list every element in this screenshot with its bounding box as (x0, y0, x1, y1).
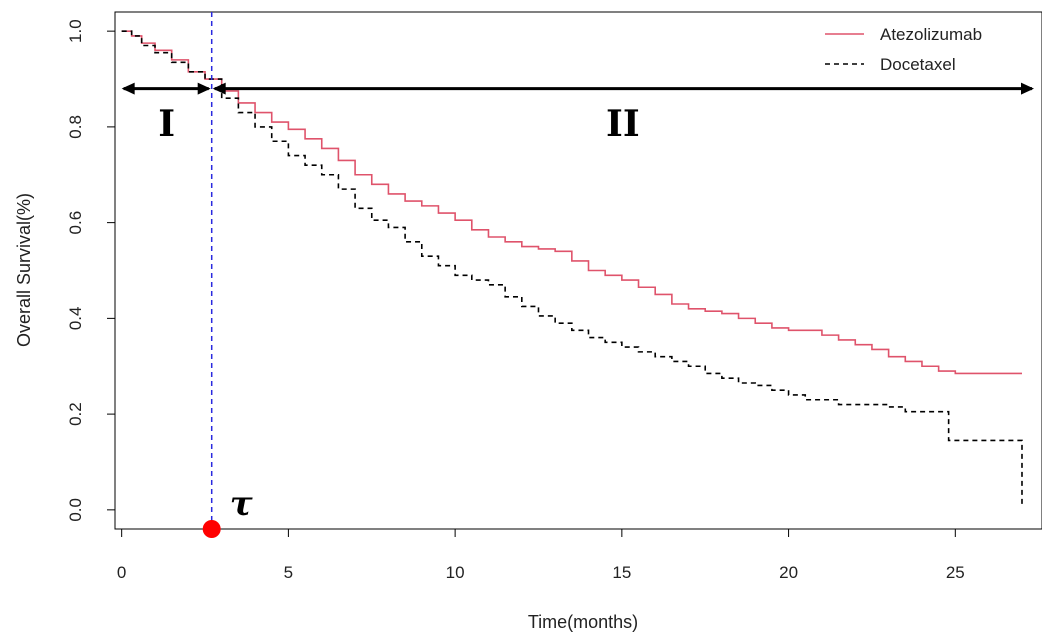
arrow-head (122, 83, 135, 95)
interval-arrows (122, 83, 1034, 95)
cutoff-point (203, 520, 221, 538)
y-tick-label: 0.6 (66, 211, 85, 235)
y-tick-label: 0.4 (66, 307, 85, 331)
region-label-ii: II (606, 103, 640, 145)
series-line-docetaxel (122, 31, 1022, 507)
arrow-head (198, 83, 211, 95)
arrow-head (1021, 83, 1034, 95)
x-tick-label: 10 (446, 563, 465, 582)
x-axis-title: Time(months) (528, 612, 638, 632)
legend: Atezolizumab Docetaxel (825, 25, 982, 74)
x-axis: 0 5 10 15 20 25 (117, 529, 965, 582)
y-axis-title: Overall Survival(%) (14, 193, 34, 347)
tau-label: τ (230, 484, 253, 524)
legend-label-atezolizumab: Atezolizumab (880, 25, 982, 44)
y-tick-label: 1.0 (66, 19, 85, 43)
y-tick-label: 0.2 (66, 402, 85, 426)
x-tick-label: 0 (117, 563, 126, 582)
series-line-atezolizumab (122, 31, 1022, 373)
legend-label-docetaxel: Docetaxel (880, 55, 956, 74)
y-tick-label: 0.8 (66, 115, 85, 139)
y-axis: 0.0 0.2 0.4 0.6 0.8 1.0 (66, 19, 115, 521)
arrow-head (213, 83, 226, 95)
x-tick-label: 25 (946, 563, 965, 582)
y-tick-label: 0.0 (66, 498, 85, 522)
x-tick-label: 15 (612, 563, 631, 582)
x-tick-label: 5 (284, 563, 293, 582)
region-label-i: I (158, 103, 175, 145)
series-layer (122, 31, 1022, 507)
x-tick-label: 20 (779, 563, 798, 582)
